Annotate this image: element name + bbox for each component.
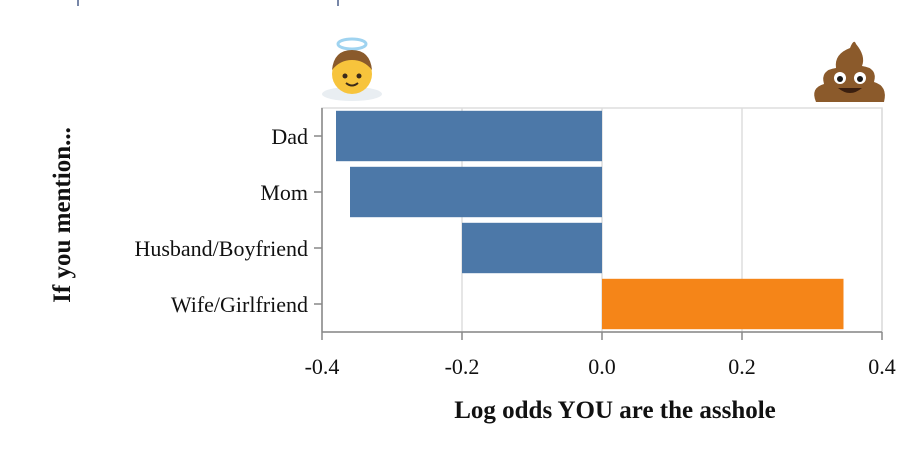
bar-wife-girlfriend xyxy=(602,278,844,330)
bar-mom xyxy=(350,166,602,218)
category-label: Wife/Girlfriend xyxy=(171,292,308,317)
category-label: Dad xyxy=(271,124,308,149)
angel-emoji-icon xyxy=(322,37,382,101)
x-tick-label: 0.4 xyxy=(868,354,896,379)
poop-emoji-icon xyxy=(814,41,885,102)
y-axis-ticks: Dad Mom Husband/Boyfriend Wife/Girlfriend xyxy=(134,124,322,317)
category-label: Husband/Boyfriend xyxy=(134,236,308,261)
x-axis-title: Log odds YOU are the asshole xyxy=(454,397,776,424)
x-tick-label: -0.4 xyxy=(305,354,340,379)
category-label: Mom xyxy=(260,180,308,205)
bar-dad xyxy=(336,110,602,162)
y-axis-title: If you mention... xyxy=(49,127,76,303)
x-tick-label: -0.2 xyxy=(445,354,480,379)
bars xyxy=(336,110,844,330)
x-tick-label: 0.0 xyxy=(588,354,616,379)
x-axis-ticks: -0.4 -0.2 0.0 0.2 0.4 xyxy=(305,332,896,379)
x-tick-label: 0.2 xyxy=(728,354,756,379)
bar-husband-boyfriend xyxy=(462,222,602,274)
